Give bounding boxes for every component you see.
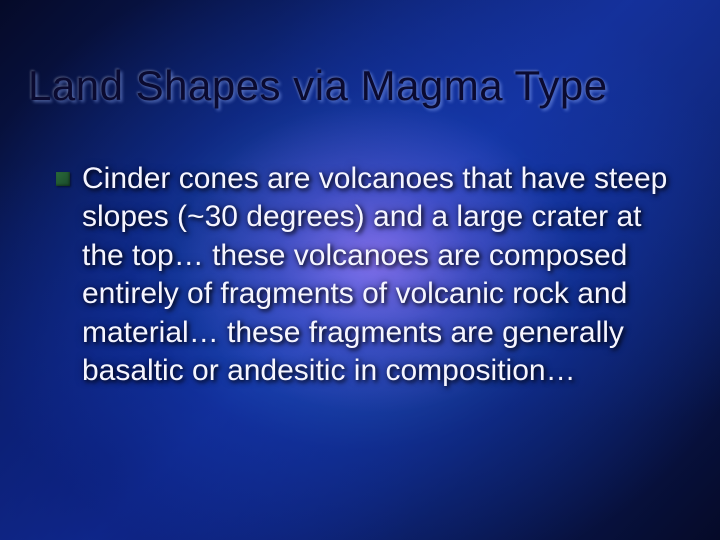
bullet-text: Cinder cones are volcanoes that have ste… [82,160,680,390]
slide-title: Land Shapes via Magma Type [28,62,692,110]
slide: Land Shapes via Magma Type Cinder cones … [0,0,720,540]
bullet-item: Cinder cones are volcanoes that have ste… [56,160,680,390]
bullet-square-icon [56,172,70,186]
slide-body: Cinder cones are volcanoes that have ste… [56,160,680,390]
